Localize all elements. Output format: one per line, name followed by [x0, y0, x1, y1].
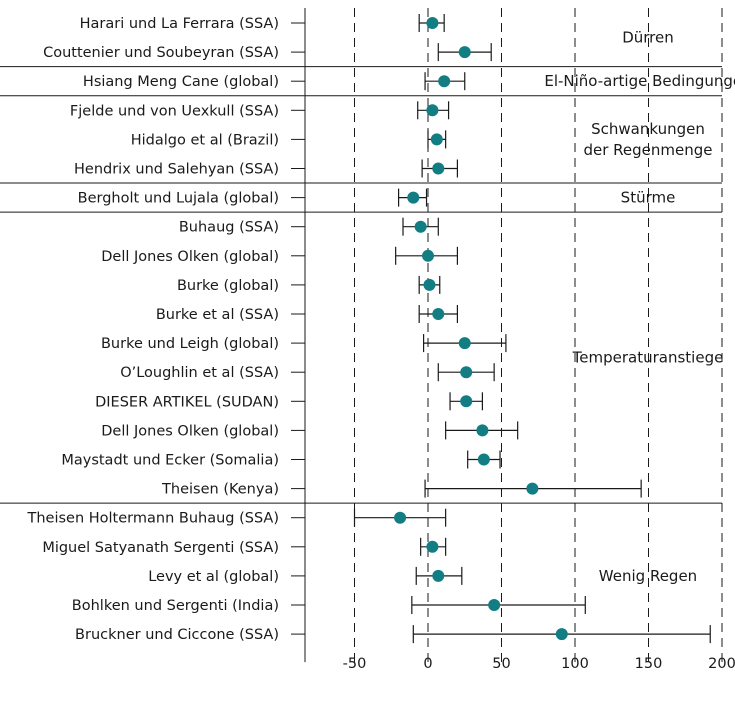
estimate-point — [430, 133, 443, 146]
study-label: Bruckner und Ciccone (SSA) — [75, 627, 279, 643]
estimate-point — [394, 511, 407, 524]
estimates — [353, 14, 711, 644]
estimate-point — [432, 308, 445, 320]
study-label: Levy et al (global) — [148, 569, 279, 585]
study-labels: Harari und La Ferrara (SSA) Couttenier un… — [26, 16, 305, 643]
x-tick-label: 150 — [635, 656, 663, 672]
group-label: Dürren — [622, 29, 674, 47]
estimate-point — [414, 220, 427, 233]
group-label: Schwankungen — [591, 120, 705, 138]
estimate-point — [458, 337, 471, 350]
study-label: Theisen (Kenya) — [161, 482, 279, 498]
study-label: Theisen Holtermann Buhaug (SSA) — [26, 511, 279, 527]
estimate-point — [438, 75, 451, 88]
study-label: Hsiang Meng Cane (global) — [83, 74, 279, 90]
study-label: Hendrix und Salehyan (SSA) — [74, 162, 279, 178]
group-label: Wenig Regen — [599, 567, 697, 585]
study-label: Fjelde und von Uexkull (SSA) — [70, 103, 279, 119]
study-label: Burke (global) — [177, 278, 279, 294]
estimate-point — [422, 249, 434, 262]
estimate-point — [476, 424, 489, 437]
study-label: Harari und La Ferrara (SSA) — [80, 16, 279, 32]
estimate-point — [477, 453, 490, 466]
x-tick-label: -50 — [343, 656, 367, 672]
study-label: Burke und Leigh (global) — [101, 336, 279, 352]
study-label: Hidalgo et al (Brazil) — [131, 132, 279, 148]
estimate-point — [460, 395, 473, 408]
study-label: Dell Jones Olken (global) — [101, 423, 279, 439]
estimate-point — [432, 162, 445, 175]
estimate-point — [460, 366, 473, 379]
grid-lines — [304, 8, 723, 663]
group-separators — [0, 66, 722, 504]
study-label: Maystadt und Ecker (Somalia) — [61, 453, 279, 469]
x-tick-label: 0 — [423, 656, 432, 672]
group-labels: Dürren El-Niño-artige Bedingungen Schwanku… — [544, 29, 735, 585]
group-label: der Regenmenge — [583, 141, 712, 159]
estimate-point — [488, 599, 501, 611]
x-axis-ticks: -50 0 50 100 150 200 — [343, 656, 735, 672]
study-label: Burke et al (SSA) — [156, 307, 279, 323]
estimate-point — [458, 46, 471, 59]
estimate-point — [426, 104, 439, 117]
estimate-point — [555, 628, 568, 641]
study-label: Bohlken und Sergenti (India) — [72, 598, 279, 614]
x-tick-label: 200 — [708, 656, 735, 672]
estimate-point — [432, 569, 445, 582]
x-tick-label: 50 — [492, 656, 510, 672]
estimate-point — [526, 482, 539, 495]
study-label: Dell Jones Olken (global) — [101, 249, 279, 265]
study-label: Couttenier und Soubeyran (SSA) — [43, 45, 279, 61]
study-label: DIESER ARTIKEL (SUDAN) — [95, 394, 279, 410]
group-label: Temperaturanstiege — [572, 349, 724, 367]
estimate-point — [423, 278, 436, 291]
group-label: El-Niño-artige Bedingungen — [544, 72, 735, 90]
group-label: Stürme — [621, 189, 676, 207]
estimate-point — [426, 17, 439, 29]
study-label: Miguel Satyanath Sergenti (SSA) — [42, 540, 279, 556]
study-label: Bergholt und Lujala (global) — [78, 191, 279, 207]
estimate-point — [407, 191, 420, 204]
x-tick-label: 100 — [561, 656, 589, 672]
study-label: O’Loughlin et al (SSA) — [120, 365, 279, 381]
estimate-point — [426, 540, 439, 553]
study-label: Buhaug (SSA) — [179, 220, 279, 236]
